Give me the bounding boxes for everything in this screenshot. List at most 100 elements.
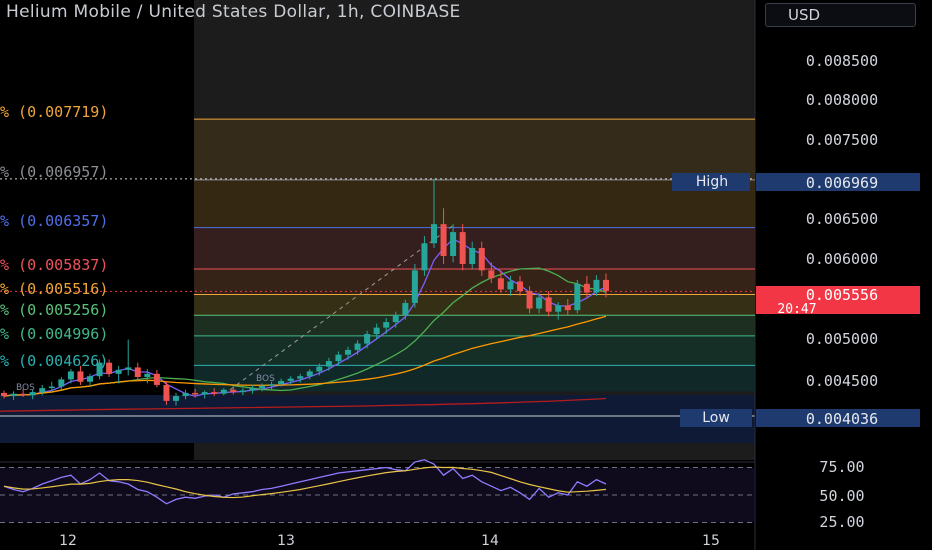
candle-body xyxy=(306,371,313,377)
current-price: 0.005556 xyxy=(806,286,878,304)
fib-level-label: % (0.006957) xyxy=(0,163,108,181)
bar-countdown: 20:47 xyxy=(777,302,816,317)
candle-body xyxy=(211,392,218,394)
candle-body xyxy=(29,392,36,396)
candle-body xyxy=(182,392,189,397)
candle-body xyxy=(583,283,590,293)
current-price-badge xyxy=(756,286,920,314)
fib-zone xyxy=(194,268,755,295)
candle-body xyxy=(220,389,227,394)
candle-body xyxy=(335,354,342,362)
candle-body xyxy=(469,248,476,264)
candle-body xyxy=(478,248,485,271)
low-zone xyxy=(0,395,755,443)
fib-level-label: % (0.005256) xyxy=(0,301,108,319)
fib-level-label: % (0.005837) xyxy=(0,256,108,274)
candle-body xyxy=(173,396,179,401)
low-value-badge xyxy=(756,409,920,427)
candle-body xyxy=(392,314,399,323)
candle-body xyxy=(239,390,246,393)
price-tick-0.004500: 0.004500 xyxy=(806,372,878,390)
candle-body xyxy=(163,384,170,401)
time-label-14: 14 xyxy=(481,533,499,549)
candle-body xyxy=(517,281,523,292)
candle-body xyxy=(259,385,265,389)
fib-level-label: % (0.004996) xyxy=(0,325,108,343)
candle-body xyxy=(48,386,55,389)
candle-body xyxy=(402,302,409,315)
time-axis[interactable]: 12 13 14 15 xyxy=(59,533,720,549)
rsi-tick-75: 75.00 xyxy=(819,458,864,476)
candle-body xyxy=(383,322,390,328)
candle-body xyxy=(77,371,84,382)
fib-level-label: % (0.005516) xyxy=(0,280,108,298)
indicator-overlays xyxy=(0,223,607,412)
candle-body xyxy=(373,327,380,335)
candle-body xyxy=(249,388,256,391)
low-label-badge xyxy=(680,409,752,427)
candle-body xyxy=(144,373,151,377)
currency-button[interactable]: USD xyxy=(765,3,916,27)
fib-zone xyxy=(194,315,755,336)
candle-body xyxy=(134,367,141,377)
candle-body xyxy=(20,393,27,396)
candle-body xyxy=(564,305,571,311)
ma-long-line xyxy=(0,397,607,412)
high-value-badge xyxy=(756,173,920,191)
candle-body xyxy=(603,279,609,292)
fib-zone xyxy=(194,179,755,228)
fib-level-label: % (0.007719) xyxy=(0,103,108,121)
candle-body xyxy=(536,297,543,309)
candle-body xyxy=(268,384,275,386)
rsi-line xyxy=(3,459,607,505)
high-label-badge xyxy=(672,173,750,191)
candle-body xyxy=(153,373,160,385)
candle-body xyxy=(297,376,304,379)
time-label-12: 12 xyxy=(59,533,77,549)
fib-level-label: % (0.004626) xyxy=(0,352,108,370)
rsi-band xyxy=(0,467,755,523)
candle-body xyxy=(106,362,113,374)
rsi-signal-line xyxy=(3,466,607,499)
candle-body xyxy=(125,367,132,370)
rsi-tick-50: 50.00 xyxy=(819,487,864,505)
fib-zone xyxy=(194,294,755,316)
price-tick-0.005000: 0.005000 xyxy=(806,330,878,348)
candle-body xyxy=(421,243,428,271)
bos-label-mid: BOS xyxy=(256,374,275,384)
candle-body xyxy=(497,278,504,290)
time-label-13: 13 xyxy=(277,533,295,549)
candle-body xyxy=(526,291,533,309)
candle-body xyxy=(488,270,495,279)
candle-body xyxy=(431,224,437,244)
fib-zone xyxy=(194,365,755,392)
ma-slow-line xyxy=(3,315,607,397)
fib-level-label: % (0.006357) xyxy=(0,212,108,230)
candle-body xyxy=(201,392,208,395)
candle-body xyxy=(10,393,17,397)
fib-zone xyxy=(194,335,755,366)
low-label: Low xyxy=(702,410,730,426)
low-value: 0.004036 xyxy=(806,410,878,428)
candle-body xyxy=(96,362,103,377)
time-label-15: 15 xyxy=(702,533,720,549)
candle-body xyxy=(39,388,46,393)
candle-body xyxy=(507,281,514,290)
candle-body xyxy=(440,224,447,256)
ma-fast-line xyxy=(3,238,607,397)
candle-body xyxy=(287,378,294,381)
candle-body xyxy=(1,392,7,397)
candle-body xyxy=(593,279,600,293)
candle-body xyxy=(345,349,351,355)
symbol-title[interactable]: Helium Mobile / United States Dollar, 1h… xyxy=(6,2,461,22)
candle-body xyxy=(364,334,371,344)
candle-body xyxy=(574,283,581,311)
candle-body xyxy=(450,232,457,256)
candle-body xyxy=(278,380,285,385)
candle-body xyxy=(192,392,199,395)
fib-zone xyxy=(194,119,755,180)
fibonacci-zones xyxy=(0,118,755,392)
price-tick-0.008000: 0.008000 xyxy=(806,91,878,109)
price-axis[interactable]: 0.008500 0.008000 0.007500 0.006500 0.00… xyxy=(806,52,878,390)
